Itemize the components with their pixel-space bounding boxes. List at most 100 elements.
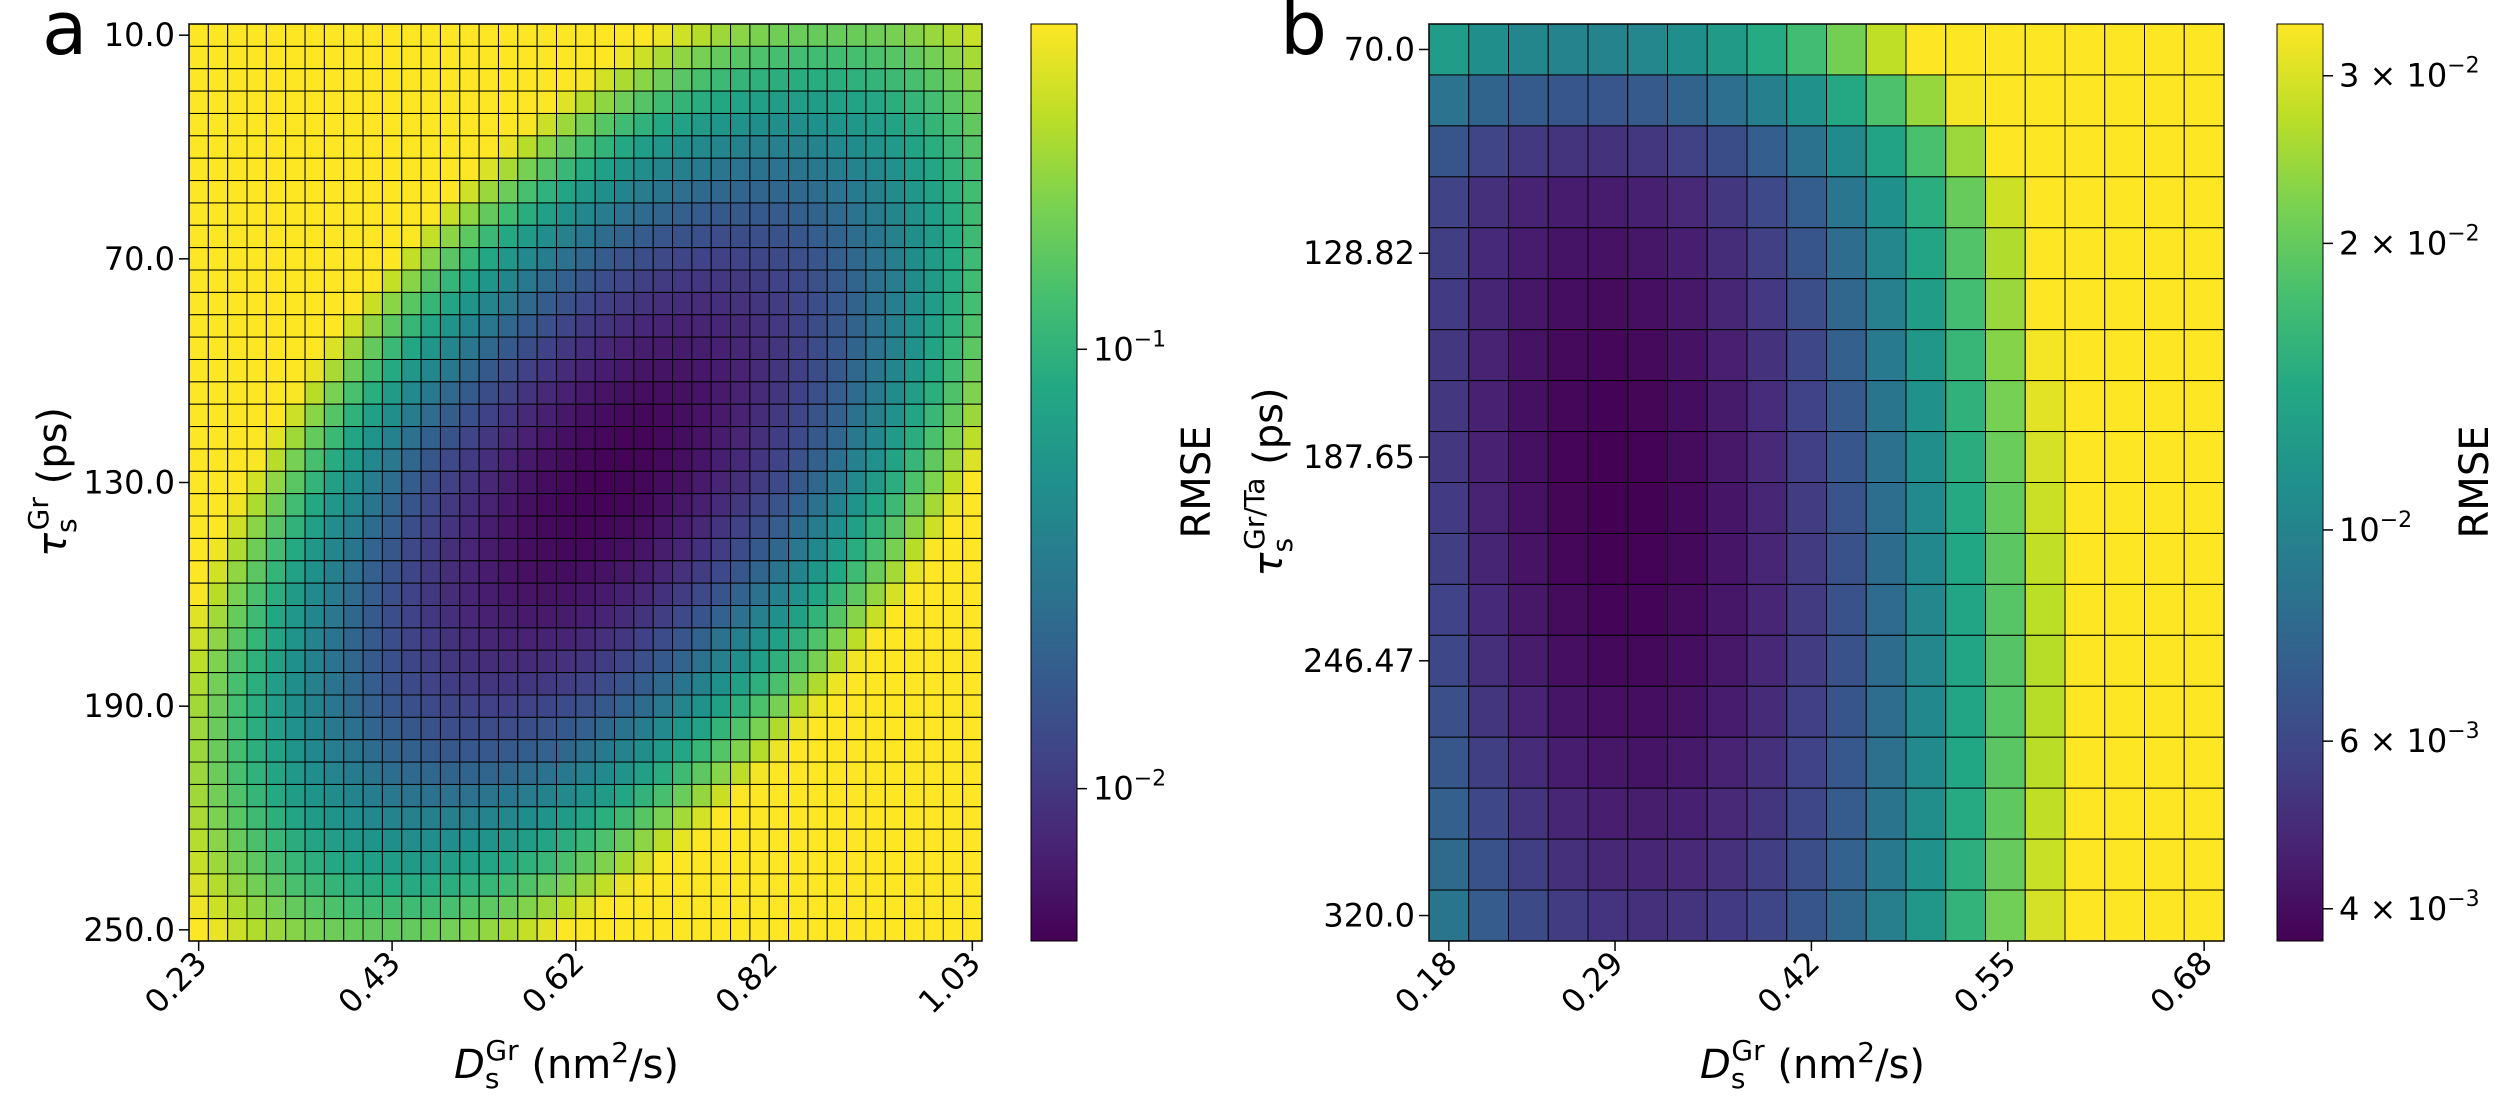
panel-a-cell: [439, 381, 461, 405]
panel-a-cell: [575, 627, 596, 651]
panel-a-cell: [942, 560, 964, 584]
panel-b-cell: [1547, 329, 1589, 382]
panel-a-cell: [788, 806, 809, 830]
panel-a-cell: [575, 291, 596, 316]
panel-a-cell: [285, 873, 306, 897]
panel-a-cell: [420, 358, 441, 383]
panel-a-cell: [826, 314, 848, 338]
panel-a-cell: [304, 403, 325, 428]
panel-a-cell: [285, 716, 306, 741]
panel-a-cell: [923, 269, 944, 293]
panel-a-cell: [536, 761, 557, 785]
panel-a-cell: [459, 202, 480, 226]
panel-a-cell: [633, 716, 654, 741]
panel-a-cell: [285, 605, 306, 629]
panel-a-cell: [439, 45, 461, 70]
panel-a-cell: [227, 448, 248, 472]
panel-a-cell: [323, 582, 345, 607]
panel-a-cell: [497, 448, 519, 472]
panel-a-cell: [285, 381, 306, 405]
panel-a-cell: [749, 537, 770, 562]
panel-a-cell: [923, 202, 944, 226]
panel-a-cell: [207, 448, 229, 472]
panel-a-cell: [652, 806, 674, 830]
panel-a-cell: [923, 627, 944, 651]
panel-a-cell: [343, 202, 364, 226]
panel-b-cell: [1706, 685, 1748, 738]
panel-a-cell: [478, 918, 499, 942]
panel-b-cell: [1667, 23, 1708, 76]
panel-a-cell: [749, 470, 770, 495]
panel-a-cell: [846, 627, 867, 651]
panel-a-cell: [749, 90, 770, 114]
panel-a-cell: [942, 649, 964, 674]
panel-b-cell: [1905, 634, 1947, 687]
panel-a-y-tick-label: 250.0: [83, 911, 175, 949]
panel-b-cell: [1587, 329, 1629, 382]
panel-a-cell: [652, 358, 674, 383]
panel-a-cell: [768, 739, 790, 763]
panel-b-cell: [1706, 176, 1748, 229]
panel-a-cell: [207, 224, 229, 249]
panel-a-cell: [459, 582, 480, 607]
panel-a-cell: [188, 582, 209, 607]
panel-a-cell: [265, 537, 287, 562]
panel-a-cell: [826, 515, 848, 539]
panel-a-cell: [575, 358, 596, 383]
panel-a-cell: [730, 202, 751, 226]
panel-a-cell: [691, 68, 712, 92]
panel-a-cell: [401, 112, 422, 137]
panel-a-cell: [555, 761, 577, 785]
panel-a-cell: [865, 895, 886, 920]
panel-a-cell: [323, 761, 345, 785]
panel-a-cell: [188, 873, 209, 897]
panel-a-cell: [594, 336, 616, 360]
panel-a-cell: [942, 157, 964, 182]
panel-a-cell: [691, 135, 712, 159]
panel-a-cell: [401, 470, 422, 495]
panel-a-cell: [323, 515, 345, 539]
panel-a-cell: [884, 918, 906, 942]
panel-a-cell: [362, 291, 383, 316]
panel-a-cell: [381, 761, 403, 785]
panel-a-cell: [904, 180, 925, 204]
panel-a-cell: [807, 716, 828, 741]
panel-b-cell: [1587, 532, 1629, 585]
panel-a-cell: [904, 269, 925, 293]
panel-a-cell: [788, 403, 809, 428]
panel-a-cell: [594, 314, 616, 338]
panel-a-cell: [633, 403, 654, 428]
panel-a-cell: [323, 806, 345, 830]
panel-a-cell: [942, 806, 964, 830]
panel-a-cell: [826, 627, 848, 651]
panel-a-cell: [188, 23, 209, 47]
panel-a-cell: [807, 806, 828, 830]
panel-a-cell: [807, 873, 828, 897]
panel-a-cell: [536, 358, 557, 383]
panel-a-cell: [207, 895, 229, 920]
panel-a-cell: [730, 381, 751, 405]
panel-a-cell: [459, 157, 480, 182]
panel-a-cell: [285, 358, 306, 383]
panel-a-cell: [904, 157, 925, 182]
panel-a-cell: [304, 291, 325, 316]
panel-a-cell: [807, 247, 828, 271]
panel-a-cell: [381, 470, 403, 495]
panel-a-cell: [536, 23, 557, 47]
panel-b-cell: [1905, 227, 1947, 280]
panel-a-cell: [536, 314, 557, 338]
panel-a-cell: [323, 895, 345, 920]
panel-a-cell: [904, 224, 925, 249]
panel-a-cell: [343, 180, 364, 204]
panel-b-cell: [2064, 431, 2106, 483]
panel-a-cell: [846, 68, 867, 92]
panel-a-cell: [826, 157, 848, 182]
panel-a-cell: [265, 314, 287, 338]
panel-a-cell: [768, 672, 790, 696]
panel-a-cell: [865, 381, 886, 405]
panel-a-cell: [343, 873, 364, 897]
panel-a-cell: [343, 649, 364, 674]
panel-a-cell: [478, 23, 499, 47]
panel-a-cell: [401, 358, 422, 383]
panel-a-cell: [652, 739, 674, 763]
